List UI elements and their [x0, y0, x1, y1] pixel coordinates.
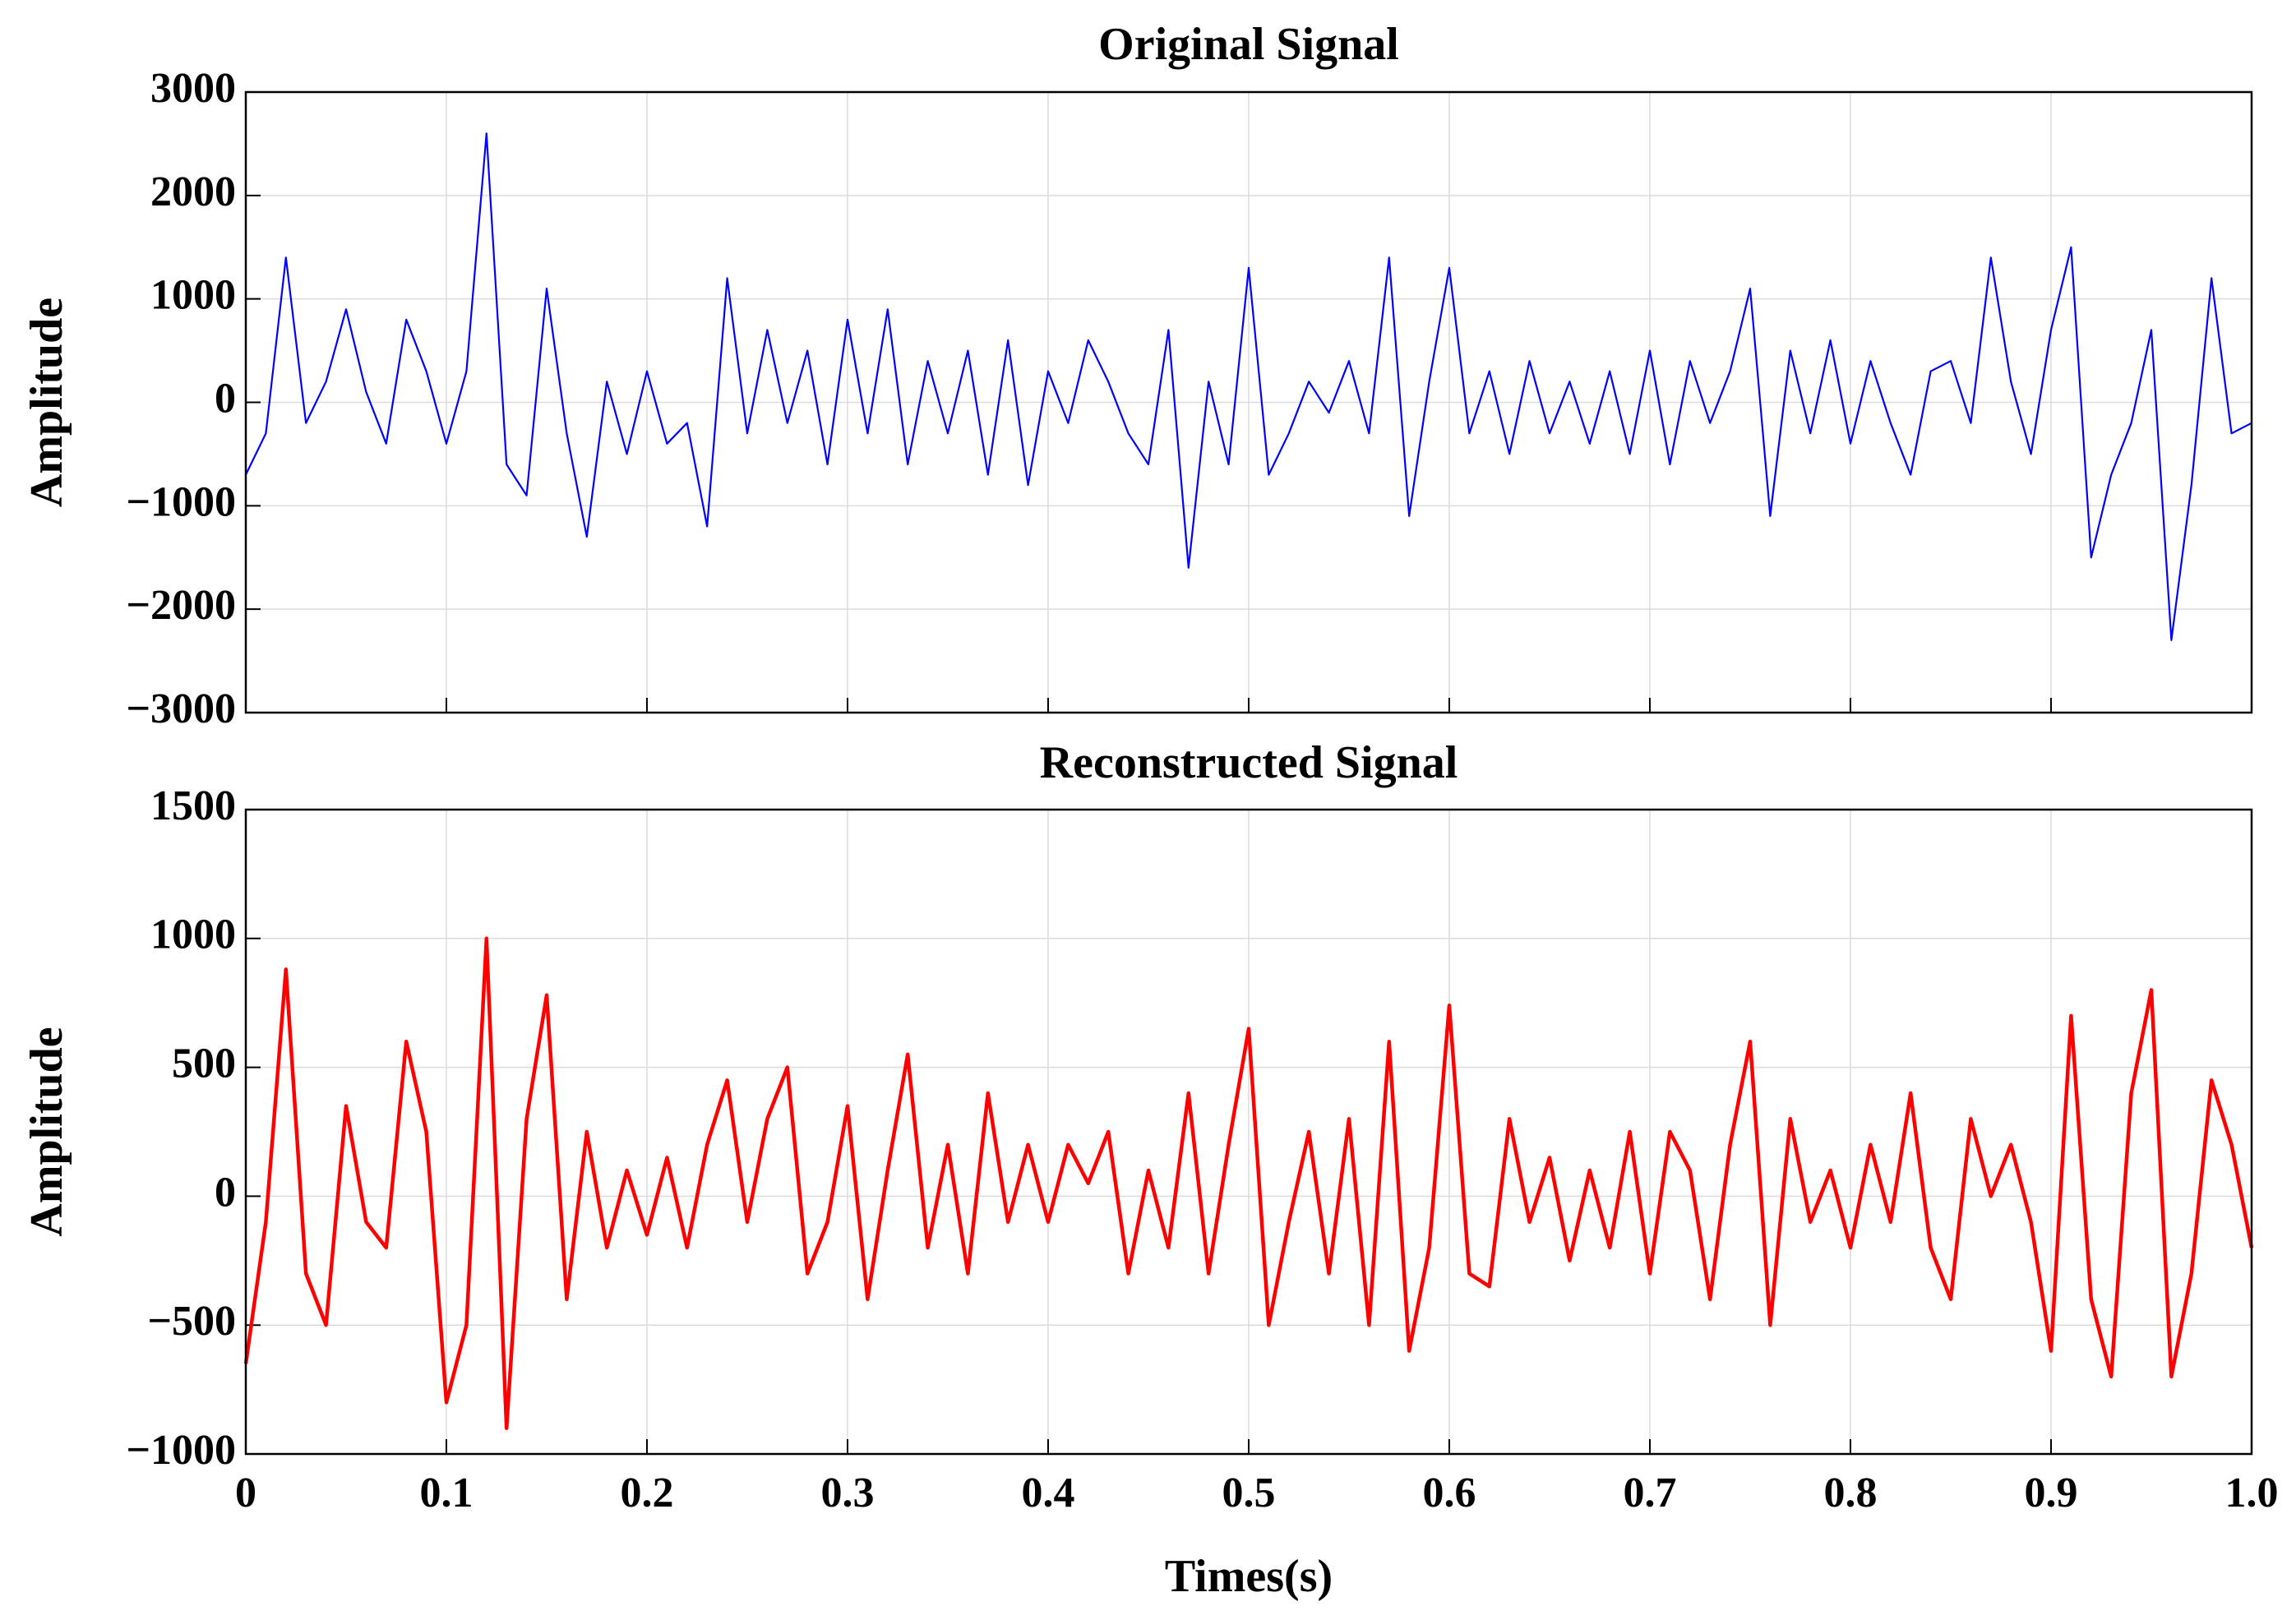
plot-frame [244, 808, 2253, 1456]
plot-frame [244, 90, 2253, 714]
x-tick-label: 0.5 [1222, 1470, 1276, 1516]
y-tick-label: −1000 [126, 1427, 236, 1474]
series-line [245, 132, 2252, 641]
x-tick-label: 0.9 [2025, 1470, 2078, 1516]
x-tick-label: 0 [235, 1470, 256, 1516]
y-tick-label: 1500 [150, 782, 236, 829]
y-tick-label: 1000 [150, 272, 236, 319]
y-tick-label: 0 [215, 375, 236, 422]
y-tick-label: −1000 [126, 478, 236, 525]
x-tick-label: 0.3 [821, 1470, 875, 1516]
y-axis-label: Amplitude [21, 298, 72, 507]
x-tick-label: 0.8 [1824, 1470, 1878, 1516]
y-tick-label: −2000 [126, 582, 236, 629]
x-tick-label: 1.0 [2225, 1470, 2279, 1516]
x-tick-label: 0.4 [1022, 1470, 1075, 1516]
y-tick-label: 500 [172, 1041, 236, 1087]
y-axis-label: Amplitude [21, 1027, 72, 1236]
x-tick-label: 0.1 [420, 1470, 474, 1516]
x-tick-label: 0.2 [621, 1470, 674, 1516]
chart-title: Reconstructed Signal [1040, 737, 1458, 788]
y-tick-label: 1000 [150, 912, 236, 958]
y-tick-label: −3000 [126, 685, 236, 732]
chart-title: Original Signal [1098, 19, 1399, 70]
series-line [243, 936, 2254, 1430]
y-tick-label: 2000 [150, 168, 236, 215]
y-tick-label: 3000 [150, 65, 236, 112]
x-tick-label: 0.7 [1624, 1470, 1677, 1516]
x-tick-label: 0.6 [1423, 1470, 1476, 1516]
x-axis-label: Times(s) [1165, 1551, 1333, 1602]
y-tick-label: 0 [215, 1169, 236, 1216]
y-tick-label: −500 [147, 1298, 236, 1345]
